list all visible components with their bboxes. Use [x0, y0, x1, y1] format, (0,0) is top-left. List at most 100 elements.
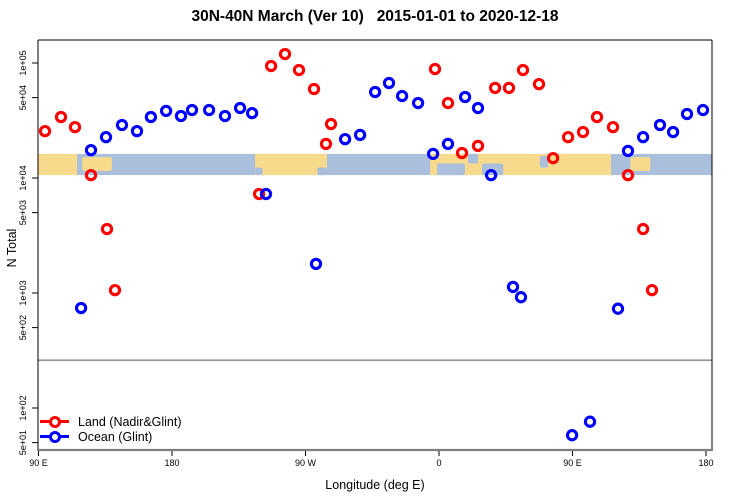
y-tick-label: 1e+02: [18, 395, 28, 420]
data-point-ocean: [411, 96, 425, 110]
data-point-land: [54, 110, 68, 124]
data-point-ocean: [471, 101, 485, 115]
data-point-land: [636, 222, 650, 236]
data-point-land: [68, 120, 82, 134]
data-point-land: [546, 151, 560, 165]
x-tick-label: 90 E: [29, 458, 48, 468]
legend-item-land: Land (Nadir&Glint): [40, 414, 182, 429]
ocean-circle-icon: [48, 430, 61, 443]
data-point-ocean: [159, 104, 173, 118]
land-line-marker-icon: [40, 415, 69, 428]
data-point-ocean: [636, 130, 650, 144]
data-point-ocean: [144, 110, 158, 124]
data-point-ocean: [130, 124, 144, 138]
data-point-land: [621, 168, 635, 182]
data-point-ocean: [696, 103, 710, 117]
map-band-sea-patch: [317, 167, 328, 176]
data-point-ocean: [84, 143, 98, 157]
x-axis-title: Longitude (deg E): [325, 478, 425, 492]
data-point-ocean: [174, 109, 188, 123]
data-point-land: [319, 137, 333, 151]
x-tick-label: 90 E: [563, 458, 582, 468]
y-tick-label: 1e+04: [18, 165, 28, 190]
data-point-land: [576, 125, 590, 139]
data-point-ocean: [259, 187, 273, 201]
data-point-land: [100, 222, 114, 236]
legend-label-ocean: Ocean (Glint): [78, 429, 153, 444]
data-point-land: [488, 81, 502, 95]
data-point-ocean: [514, 291, 528, 304]
map-band-land-segment: [38, 153, 78, 176]
map-band-island: [630, 157, 651, 171]
data-point-ocean: [441, 137, 455, 151]
data-point-ocean: [426, 147, 440, 161]
map-band-sea-patch: [467, 153, 479, 164]
data-point-land: [278, 47, 292, 61]
data-point-ocean: [338, 132, 352, 146]
data-point-ocean: [233, 101, 247, 115]
data-point-ocean: [680, 107, 694, 121]
data-point-land: [455, 146, 469, 160]
land-circle-icon: [48, 415, 61, 428]
data-point-land: [590, 110, 604, 124]
legend-item-ocean: Ocean (Glint): [40, 429, 182, 444]
data-point-ocean: [353, 128, 367, 142]
data-point-ocean: [99, 130, 113, 144]
chart-title: 30N-40N March (Ver 10) 2015-01-01 to 202…: [191, 8, 559, 25]
x-tick-label: 180: [164, 458, 179, 468]
data-point-ocean: [611, 302, 625, 315]
data-point-ocean: [653, 118, 667, 132]
data-point-land: [428, 62, 442, 76]
map-band-land-segment: [255, 153, 328, 176]
data-point-ocean: [115, 118, 129, 132]
data-point-ocean: [185, 103, 199, 117]
legend-label-land: Land (Nadir&Glint): [78, 414, 182, 429]
data-point-ocean: [621, 144, 635, 158]
data-point-land: [252, 187, 266, 201]
data-point-ocean: [382, 76, 396, 90]
x-tick-label: 90 W: [295, 458, 317, 468]
data-point-land: [108, 283, 122, 297]
y-tick-label: 5e+01: [18, 430, 28, 455]
data-point-ocean: [74, 301, 88, 315]
data-point-ocean: [202, 103, 216, 117]
x-tick-label: 180: [698, 458, 713, 468]
legend: Land (Nadir&Glint) Ocean (Glint): [40, 414, 182, 444]
data-point-ocean: [666, 125, 680, 139]
data-point-ocean: [565, 429, 579, 442]
data-point-ocean: [245, 106, 259, 120]
data-point-ocean: [506, 280, 520, 294]
y-tick-label: 5e+04: [18, 85, 28, 110]
data-point-land: [606, 120, 620, 134]
data-point-ocean: [583, 415, 597, 428]
data-point-land: [84, 168, 98, 182]
y-tick-label: 1e+05: [18, 50, 28, 75]
map-band-sea-patch: [255, 167, 263, 176]
data-point-ocean: [484, 168, 498, 182]
map-band-island: [82, 157, 112, 171]
y-tick-label: 5e+02: [18, 315, 28, 340]
data-point-land: [307, 82, 321, 96]
map-band-sea-patch: [539, 156, 549, 168]
data-point-ocean: [458, 90, 472, 104]
data-point-land: [502, 81, 516, 95]
data-point-ocean: [218, 109, 232, 123]
y-tick-label: 1e+03: [18, 280, 28, 305]
map-band-sea-patch: [437, 163, 465, 176]
data-point-land: [645, 283, 659, 297]
data-point-land: [38, 124, 52, 138]
data-point-land: [561, 130, 575, 144]
data-point-ocean: [368, 85, 382, 99]
data-point-ocean: [395, 89, 409, 103]
y-tick-label: 5e+03: [18, 200, 28, 225]
data-point-land: [471, 139, 485, 153]
data-point-land: [532, 77, 546, 91]
data-point-land: [264, 59, 278, 73]
data-point-land: [324, 117, 338, 131]
x-tick-label: 0: [436, 458, 441, 468]
data-point-land: [292, 63, 306, 77]
data-point-ocean: [309, 257, 323, 271]
ocean-line-marker-icon: [40, 430, 69, 443]
